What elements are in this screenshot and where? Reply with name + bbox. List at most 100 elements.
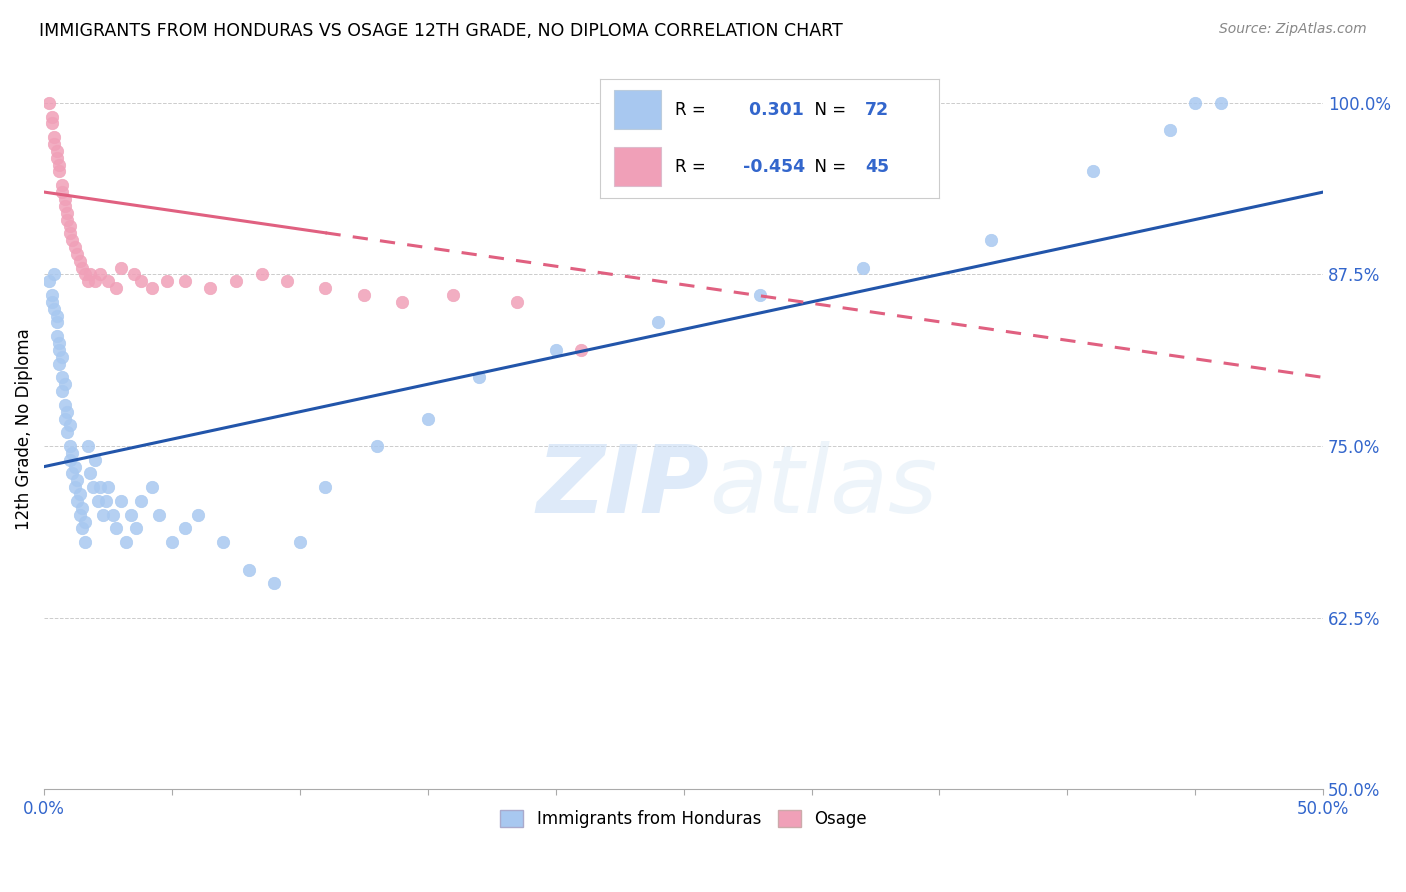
- Point: [72, 260, 94, 275]
- Legend: Immigrants from Honduras, Osage: Immigrants from Honduras, Osage: [494, 804, 873, 835]
- Point: [72, 500, 94, 515]
- Text: Source: ZipAtlas.com: Source: ZipAtlas.com: [1219, 22, 1367, 37]
- Point: [45, 309, 67, 323]
- Point: [97, 274, 120, 288]
- Point: [53, 377, 76, 392]
- Point: [110, 494, 132, 508]
- Point: [56, 425, 79, 440]
- Point: [48, 357, 70, 371]
- Point: [647, 316, 669, 330]
- Point: [82, 480, 104, 494]
- Point: [38, 274, 60, 288]
- Point: [131, 274, 153, 288]
- Point: [63, 480, 86, 494]
- Point: [122, 268, 145, 282]
- Text: ZIP: ZIP: [536, 441, 709, 533]
- Point: [79, 268, 101, 282]
- Point: [41, 294, 63, 309]
- Point: [48, 336, 70, 351]
- Point: [48, 164, 70, 178]
- Point: [173, 521, 195, 535]
- Point: [110, 260, 132, 275]
- Point: [506, 294, 529, 309]
- Point: [72, 521, 94, 535]
- Point: [101, 508, 124, 522]
- Point: [125, 521, 148, 535]
- Point: [416, 411, 439, 425]
- Y-axis label: 12th Grade, No Diploma: 12th Grade, No Diploma: [15, 328, 32, 530]
- Point: [187, 508, 209, 522]
- Text: atlas: atlas: [709, 441, 938, 532]
- Point: [60, 233, 83, 247]
- Point: [115, 535, 138, 549]
- Point: [73, 268, 96, 282]
- Point: [141, 480, 163, 494]
- Point: [148, 508, 170, 522]
- Point: [441, 288, 464, 302]
- Point: [76, 439, 98, 453]
- Point: [45, 329, 67, 343]
- Point: [156, 274, 179, 288]
- Point: [250, 268, 273, 282]
- Point: [212, 535, 235, 549]
- Point: [41, 110, 63, 124]
- Point: [288, 535, 311, 549]
- Point: [69, 487, 91, 501]
- Point: [79, 467, 101, 481]
- Point: [238, 563, 260, 577]
- Point: [51, 178, 73, 193]
- Point: [59, 452, 82, 467]
- Point: [69, 508, 91, 522]
- Point: [51, 185, 73, 199]
- Point: [315, 281, 337, 295]
- Point: [59, 418, 82, 433]
- Point: [353, 288, 375, 302]
- Point: [852, 260, 875, 275]
- Point: [1184, 95, 1206, 110]
- Point: [225, 274, 247, 288]
- Point: [569, 343, 592, 357]
- Point: [89, 480, 111, 494]
- Point: [45, 316, 67, 330]
- Point: [44, 136, 66, 151]
- Point: [41, 288, 63, 302]
- Point: [91, 508, 114, 522]
- Point: [66, 474, 89, 488]
- Point: [56, 405, 79, 419]
- Point: [73, 515, 96, 529]
- Point: [69, 253, 91, 268]
- Point: [60, 467, 83, 481]
- Point: [53, 411, 76, 425]
- Point: [1081, 164, 1104, 178]
- Point: [53, 192, 76, 206]
- Point: [56, 212, 79, 227]
- Point: [63, 459, 86, 474]
- Point: [468, 370, 491, 384]
- Point: [276, 274, 298, 288]
- Point: [97, 480, 120, 494]
- Point: [44, 268, 66, 282]
- Point: [59, 226, 82, 240]
- Point: [263, 576, 285, 591]
- Text: IMMIGRANTS FROM HONDURAS VS OSAGE 12TH GRADE, NO DIPLOMA CORRELATION CHART: IMMIGRANTS FROM HONDURAS VS OSAGE 12TH G…: [39, 22, 844, 40]
- Point: [84, 452, 107, 467]
- Point: [1209, 95, 1232, 110]
- Point: [41, 116, 63, 130]
- Point: [59, 439, 82, 453]
- Point: [66, 494, 89, 508]
- Point: [73, 535, 96, 549]
- Point: [131, 494, 153, 508]
- Point: [391, 294, 413, 309]
- Point: [66, 247, 89, 261]
- Point: [44, 130, 66, 145]
- Point: [48, 158, 70, 172]
- Point: [200, 281, 222, 295]
- Point: [749, 288, 772, 302]
- Point: [141, 281, 163, 295]
- Point: [63, 240, 86, 254]
- Point: [38, 95, 60, 110]
- Point: [51, 370, 73, 384]
- Point: [544, 343, 567, 357]
- Point: [94, 494, 117, 508]
- Point: [51, 384, 73, 398]
